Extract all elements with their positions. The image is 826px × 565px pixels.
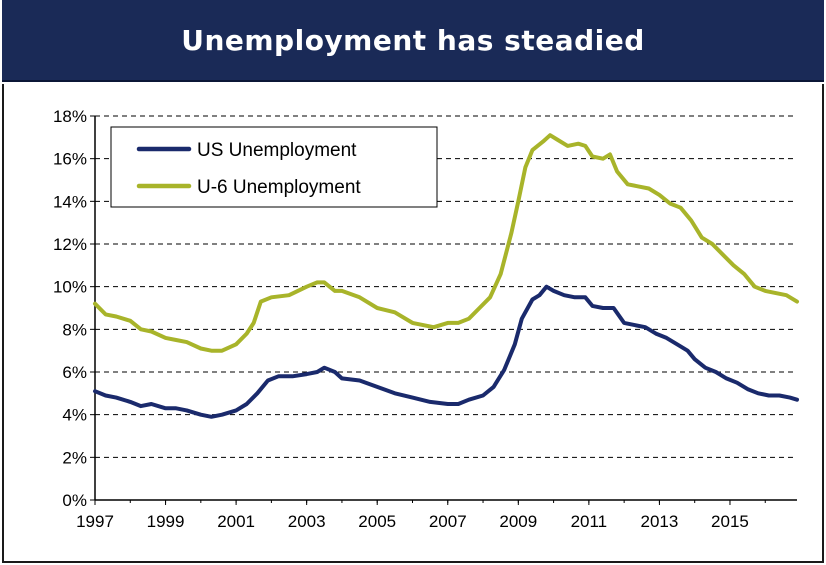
axes [90, 115, 797, 505]
x-tick-label: 2015 [711, 512, 749, 531]
y-tick-label: 4% [62, 406, 87, 425]
title-bar: Unemployment has steadied [2, 0, 824, 82]
y-tick-label: 0% [62, 491, 87, 510]
legend: US Unemployment U-6 Unemployment [110, 126, 438, 208]
series-lines [93, 133, 799, 419]
x-tick-label: 2013 [641, 512, 679, 531]
x-tick-label: 2003 [288, 512, 326, 531]
y-tick-label: 16% [53, 150, 87, 169]
y-tick-label: 18% [53, 107, 87, 126]
y-tick-label: 8% [62, 320, 87, 339]
series-line-u-6-unemployment [93, 133, 799, 353]
legend-label: U-6 Unemployment [197, 177, 361, 198]
legend-box [110, 126, 438, 208]
y-tick-label: 10% [53, 278, 87, 297]
chart-title: Unemployment has steadied [181, 23, 645, 57]
x-tick-label: 2011 [571, 512, 608, 531]
y-tick-label: 2% [62, 448, 87, 467]
x-tick-label: 1999 [147, 512, 185, 531]
series-line-us-unemployment [93, 284, 799, 419]
y-tick-label: 6% [62, 363, 87, 382]
x-tick-label: 2001 [217, 512, 255, 531]
x-tick-label: 1997 [76, 512, 114, 531]
y-tick-label: 12% [53, 235, 87, 254]
x-tick-label: 2007 [429, 512, 467, 531]
x-tick-label: 2005 [358, 512, 396, 531]
legend-label: US Unemployment [197, 140, 357, 161]
x-tick-label: 2009 [499, 512, 537, 531]
y-tick-label: 14% [53, 192, 87, 211]
tick-labels: 0% 2% 4% 6% 8% 10% 12% 14% 16% 18% 1997 1999 2001 200… [53, 107, 749, 531]
